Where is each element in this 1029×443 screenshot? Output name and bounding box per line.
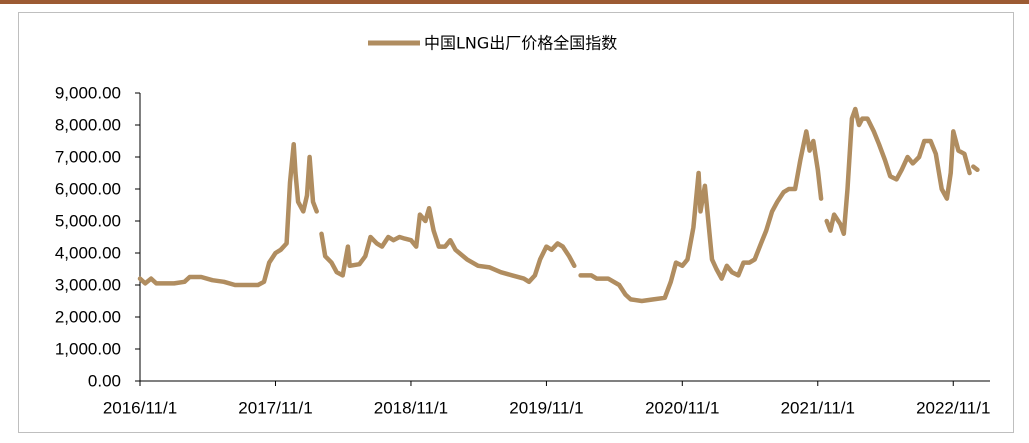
y-tick-label: 6,000.00 [55, 179, 121, 198]
x-tick-label: 2022/11/1 [916, 398, 990, 417]
y-tick-label: 8,000.00 [55, 115, 121, 134]
x-tick-label: 2018/11/1 [374, 398, 448, 417]
y-tick-label: 1,000.00 [55, 339, 121, 358]
x-tick-label: 2021/11/1 [781, 398, 855, 417]
top-bar [0, 0, 1029, 4]
y-tick-label: 4,000.00 [55, 243, 121, 262]
x-tick-label: 2016/11/1 [103, 398, 177, 417]
data-line [137, 106, 980, 304]
chart-frame [18, 12, 1014, 433]
y-tick-label: 7,000.00 [55, 147, 121, 166]
x-tick-label: 2019/11/1 [509, 398, 583, 417]
y-tick-label: 9,000.00 [55, 83, 121, 102]
y-tick-label: 5,000.00 [55, 211, 121, 230]
legend-label: 中国LNG出厂价格全国指数 [424, 34, 617, 53]
x-tick-label: 2017/11/1 [238, 398, 312, 417]
y-tick-label: 0.00 [88, 371, 121, 390]
y-tick-label: 3,000.00 [55, 275, 121, 294]
y-tick-label: 2,000.00 [55, 307, 121, 326]
x-tick-label: 2020/11/1 [645, 398, 719, 417]
